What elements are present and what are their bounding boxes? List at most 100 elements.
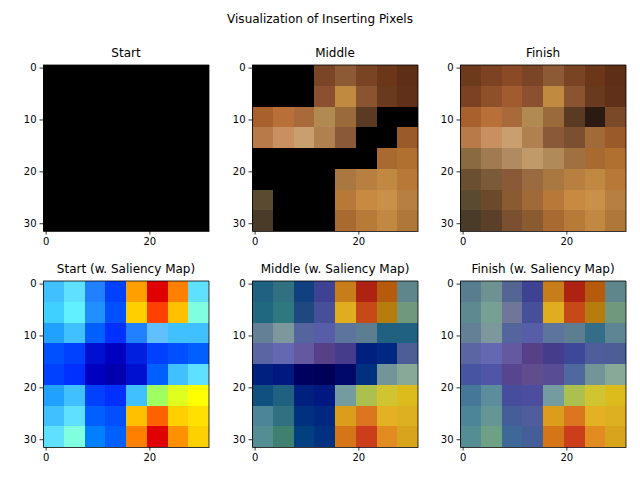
- pixel-cell: [377, 364, 398, 385]
- pixel-cell: [605, 323, 626, 344]
- pixel-cell: [43, 65, 64, 86]
- pixel-cell: [43, 210, 64, 231]
- pixel-cell: [335, 281, 356, 302]
- pixel-cell: [273, 190, 294, 211]
- pixel-cell: [43, 127, 64, 148]
- image-area: [252, 281, 418, 447]
- pixel-cell: [147, 343, 168, 364]
- tick-label: 10: [24, 114, 37, 125]
- pixel-cell: [64, 364, 85, 385]
- pixel-cell: [273, 65, 294, 86]
- pixel-cell: [335, 406, 356, 427]
- pixel-cell: [147, 65, 168, 86]
- pixel-cell: [43, 169, 64, 190]
- pixel-cell: [460, 169, 481, 190]
- pixel-cell: [105, 302, 126, 323]
- pixel-cell: [314, 406, 335, 427]
- pixel-cell: [481, 107, 502, 128]
- pixel-cell: [314, 86, 335, 107]
- frame-top: [252, 65, 418, 66]
- tick-mark: [249, 171, 253, 172]
- pixel-cell: [356, 148, 377, 169]
- pixel-cell: [605, 190, 626, 211]
- pixel-cell: [397, 343, 418, 364]
- pixel-cell: [502, 343, 523, 364]
- pixel-cell: [481, 426, 502, 447]
- frame-top: [43, 281, 209, 282]
- pixel-cell: [543, 426, 564, 447]
- pixel-cell: [335, 86, 356, 107]
- panel: 0200102030Middle: [233, 46, 419, 247]
- pixel-cell: [294, 86, 315, 107]
- pixel-cell: [168, 385, 189, 406]
- pixel-cell: [356, 210, 377, 231]
- pixel-cell: [585, 107, 606, 128]
- pixel-cell: [564, 65, 585, 86]
- pixel-cell: [522, 107, 543, 128]
- pixel-cell: [397, 406, 418, 427]
- pixel-cell: [64, 385, 85, 406]
- pixel-cell: [43, 406, 64, 427]
- pixel-cell: [377, 281, 398, 302]
- pixel-cell: [564, 190, 585, 211]
- pixel-cell: [585, 210, 606, 231]
- pixel-cell: [522, 426, 543, 447]
- pixel-cell: [43, 86, 64, 107]
- pixel-cell: [85, 323, 106, 344]
- y-axis: 0102030: [24, 278, 44, 447]
- pixel-cell: [188, 107, 209, 128]
- pixel-cell: [314, 323, 335, 344]
- pixel-cell: [105, 426, 126, 447]
- pixel-cell: [502, 190, 523, 211]
- tick-mark: [457, 68, 461, 69]
- pixel-cell: [105, 343, 126, 364]
- pixel-cell: [522, 385, 543, 406]
- pixel-cell: [397, 302, 418, 323]
- pixel-cell: [126, 148, 147, 169]
- tick: 20: [24, 382, 43, 393]
- pixel-cell: [147, 302, 168, 323]
- pixel-cell: [188, 65, 209, 86]
- pixel-cell: [147, 86, 168, 107]
- tick-mark: [249, 335, 253, 336]
- tick: 0: [447, 278, 460, 289]
- pixel-cell: [43, 281, 64, 302]
- pixel-cell: [188, 385, 209, 406]
- figure-title: Visualization of Inserting Pixels: [227, 12, 413, 26]
- pixel-cell: [126, 190, 147, 211]
- pixel-cell: [252, 190, 273, 211]
- pixel-cell: [252, 343, 273, 364]
- pixel-cell: [168, 323, 189, 344]
- frame-right: [626, 65, 627, 231]
- pixel-cell: [397, 323, 418, 344]
- pixel-cell: [335, 364, 356, 385]
- pixel-cell: [43, 302, 64, 323]
- tick-label: 0: [252, 236, 258, 247]
- x-axis: 020: [460, 231, 627, 247]
- panel: 0200102030Start (w. Saliency Map): [24, 262, 210, 463]
- pixel-cell: [294, 302, 315, 323]
- pixel-cell: [126, 86, 147, 107]
- tick-mark: [457, 223, 461, 224]
- pixel-cell: [522, 302, 543, 323]
- axis-line: [253, 447, 419, 448]
- y-axis: 0102030: [233, 278, 253, 447]
- pixel-cell: [43, 190, 64, 211]
- pixel-cell: [126, 343, 147, 364]
- frame-right: [209, 281, 210, 447]
- tick-mark: [40, 171, 44, 172]
- pixel-cell: [147, 127, 168, 148]
- panel: 0200102030Start: [24, 46, 210, 247]
- tick: 0: [30, 62, 43, 73]
- pixel-cell: [481, 169, 502, 190]
- pixel-cell: [188, 323, 209, 344]
- tick-label: 0: [239, 62, 245, 73]
- tick-label: 0: [239, 278, 245, 289]
- tick: 0: [30, 278, 43, 289]
- pixel-cell: [356, 86, 377, 107]
- pixel-cell: [188, 281, 209, 302]
- axis-line: [253, 231, 419, 232]
- pixel-cell: [481, 364, 502, 385]
- pixel-cell: [105, 148, 126, 169]
- pixel-cell: [314, 302, 335, 323]
